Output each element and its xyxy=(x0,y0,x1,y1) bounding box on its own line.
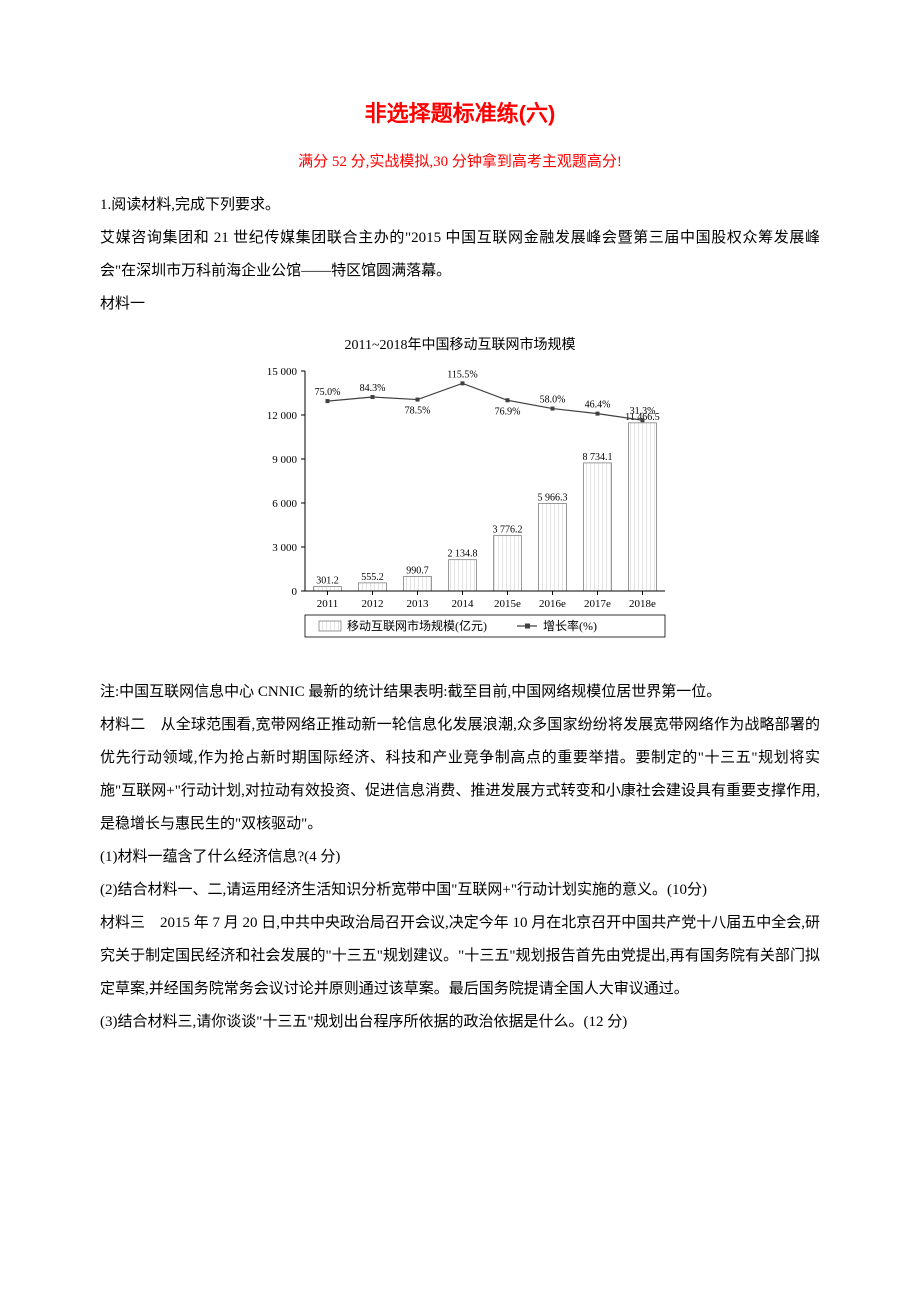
svg-text:84.3%: 84.3% xyxy=(360,383,386,394)
svg-text:58.0%: 58.0% xyxy=(540,395,566,406)
svg-text:9 000: 9 000 xyxy=(272,454,297,466)
svg-text:78.5%: 78.5% xyxy=(405,406,431,417)
question-1-1: (1)材料一蕴含了什么经济信息?(4 分) xyxy=(100,841,820,874)
material-1-label: 材料一 xyxy=(100,288,820,321)
chart-container: 2011~2018年中国移动互联网市场规模 0 3 000 6 000 9 000 12 … xyxy=(100,331,820,661)
svg-text:2015e: 2015e xyxy=(494,598,521,610)
svg-text:2016e: 2016e xyxy=(539,598,566,610)
svg-text:5 966.3: 5 966.3 xyxy=(538,493,568,504)
question-1-2: (2)结合材料一、二,请运用经济生活知识分析宽带中国"互联网+"行动计划实施的意… xyxy=(100,874,820,907)
svg-text:3 000: 3 000 xyxy=(272,542,297,554)
svg-text:12 000: 12 000 xyxy=(267,410,298,422)
svg-text:2013: 2013 xyxy=(407,598,430,610)
svg-text:15 000: 15 000 xyxy=(267,366,298,378)
svg-text:555.2: 555.2 xyxy=(361,572,384,583)
svg-text:增长率(%): 增长率(%) xyxy=(543,618,597,633)
svg-text:0: 0 xyxy=(292,586,298,598)
material-2: 材料二 从全球范围看,宽带网络正推动新一轮信息化发展浪潮,众多国家纷纷将发展宽带… xyxy=(100,709,820,841)
svg-text:2012: 2012 xyxy=(362,598,384,610)
chart-note: 注:中国互联网信息中心 CNNIC 最新的统计结果表明:截至目前,中国网络规模位… xyxy=(100,676,820,709)
svg-text:2017e: 2017e xyxy=(584,598,611,610)
svg-text:2011: 2011 xyxy=(317,598,339,610)
question-1-3: (3)结合材料三,请你谈谈"十三五"规划出台程序所依据的政治依据是什么。(12 … xyxy=(100,1006,820,1039)
doc-title: 非选择题标准练(六) xyxy=(100,90,820,138)
doc-subtitle: 满分 52 分,实战模拟,30 分钟拿到高考主观题高分! xyxy=(100,146,820,179)
svg-text:3 776.2: 3 776.2 xyxy=(493,525,523,536)
question-1-intro: 1.阅读材料,完成下列要求。 xyxy=(100,189,820,222)
svg-text:6 000: 6 000 xyxy=(272,498,297,510)
paragraph-context: 艾媒咨询集团和 21 世纪传媒集团联合主办的"2015 中国互联网金融发展峰会暨… xyxy=(100,222,820,288)
material-3: 材料三 2015 年 7 月 20 日,中共中央政治局召开会议,决定今年 10 … xyxy=(100,907,820,1006)
svg-text:76.9%: 76.9% xyxy=(495,407,521,418)
svg-text:2014: 2014 xyxy=(452,598,475,610)
document-page: 非选择题标准练(六) 满分 52 分,实战模拟,30 分钟拿到高考主观题高分! … xyxy=(0,0,920,1099)
svg-text:2 134.8: 2 134.8 xyxy=(448,549,478,560)
svg-text:301.2: 301.2 xyxy=(316,576,339,587)
svg-text:31.3%: 31.3% xyxy=(630,407,656,418)
svg-text:2018e: 2018e xyxy=(629,598,656,610)
market-size-chart: 2011~2018年中国移动互联网市场规模 0 3 000 6 000 9 000 12 … xyxy=(230,331,690,661)
svg-text:移动互联网市场规模(亿元): 移动互联网市场规模(亿元) xyxy=(347,618,487,633)
svg-text:46.4%: 46.4% xyxy=(585,400,611,411)
svg-text:115.5%: 115.5% xyxy=(447,370,477,381)
svg-text:8 734.1: 8 734.1 xyxy=(583,452,613,463)
svg-text:990.7: 990.7 xyxy=(406,566,429,577)
svg-text:75.0%: 75.0% xyxy=(315,387,341,398)
svg-text:2011~2018年中国移动互联网市场规模: 2011~2018年中国移动互联网市场规模 xyxy=(344,336,575,353)
